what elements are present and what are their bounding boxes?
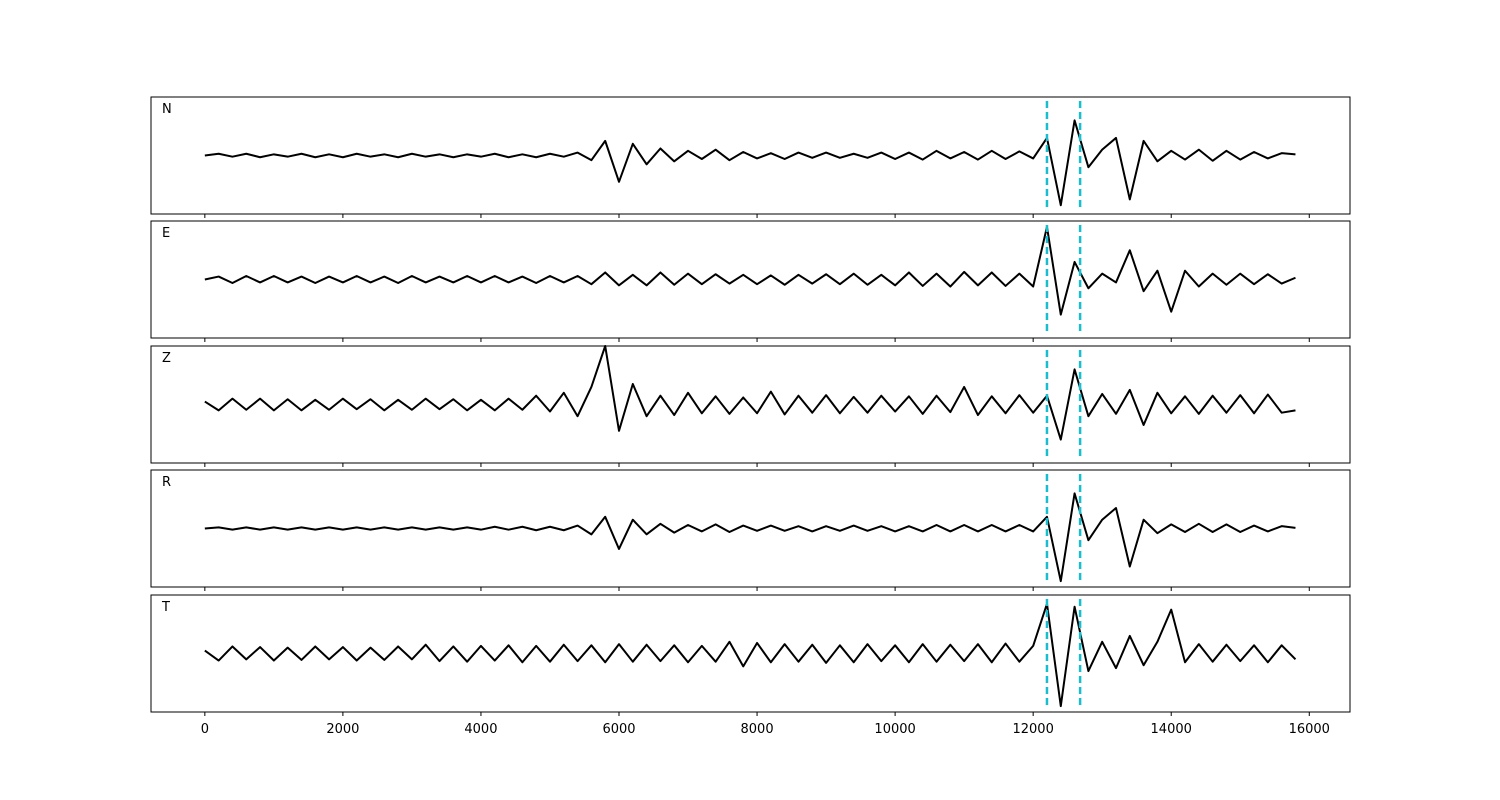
trace xyxy=(204,119,1296,207)
subplot: R xyxy=(150,469,1351,591)
panel-label: N xyxy=(162,102,172,117)
axes-frame xyxy=(150,594,1351,713)
subplot: N xyxy=(150,96,1351,218)
x-tick-label: 4000 xyxy=(464,722,497,737)
trace xyxy=(204,345,1296,441)
panel-label: T xyxy=(161,600,170,615)
panel-label: Z xyxy=(162,351,171,366)
x-tick-label: 2000 xyxy=(326,722,359,737)
axes-frame xyxy=(150,96,1351,215)
subplot: E xyxy=(150,220,1351,342)
x-tick-label: 8000 xyxy=(741,722,774,737)
axes-frame xyxy=(150,345,1351,464)
x-tick-label: 12000 xyxy=(1012,722,1053,737)
panel-label: E xyxy=(162,226,170,241)
x-tick-label: 10000 xyxy=(874,722,915,737)
x-tick-label: 16000 xyxy=(1289,722,1330,737)
trace xyxy=(204,602,1297,708)
trace xyxy=(204,225,1296,316)
subplot: Z xyxy=(150,345,1351,467)
x-tick-label: 6000 xyxy=(602,722,635,737)
subplot: T 0 2000 4000 6000 8000 10000 12000 14000 16000 xyxy=(150,594,1351,737)
trace xyxy=(204,492,1296,583)
x-tick-label: 0 xyxy=(201,722,209,737)
panel-label: R xyxy=(162,475,171,490)
axes-frame xyxy=(150,469,1351,588)
x-tick-label: 14000 xyxy=(1151,722,1192,737)
axes-frame xyxy=(150,220,1351,339)
